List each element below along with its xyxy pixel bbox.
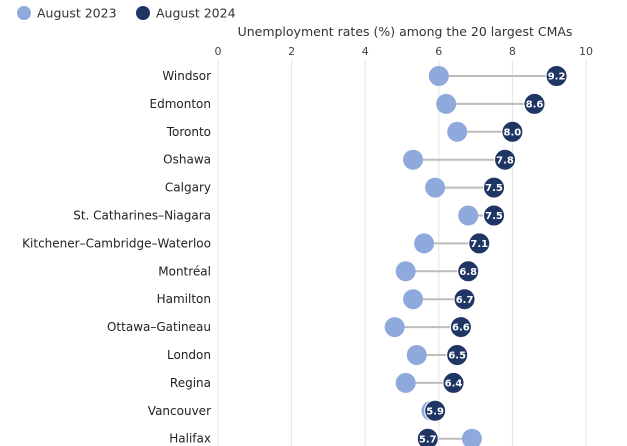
dot-2023[interactable] bbox=[406, 345, 427, 365]
value-label-2024: 6.5 bbox=[448, 351, 466, 362]
row: Montréal 6.8 bbox=[158, 260, 480, 283]
data-rows: Windsor 9.2 Edmonton 8.6 Toronto 8.0 Oshawa 7.8… bbox=[22, 65, 568, 446]
row: Ottawa–Gatineau 6.6 bbox=[107, 316, 472, 339]
value-label-2024: 7.5 bbox=[485, 211, 503, 222]
category-label: Kitchener–Cambridge–Waterloo bbox=[22, 236, 211, 250]
category-label: Vancouver bbox=[148, 404, 211, 418]
chart-title: Unemployment rates (%) among the 20 larg… bbox=[238, 24, 573, 39]
category-label: St. Catharines–Niagara bbox=[73, 209, 211, 223]
dot-2023[interactable] bbox=[414, 233, 435, 254]
x-tick-label: 4 bbox=[362, 45, 369, 58]
dot-2023[interactable] bbox=[428, 66, 449, 86]
dot-2023[interactable] bbox=[436, 93, 457, 114]
row: Regina 6.4 bbox=[170, 371, 465, 394]
dot-2023[interactable] bbox=[395, 372, 416, 393]
value-label-2024: 6.6 bbox=[452, 323, 470, 334]
category-label: Edmonton bbox=[150, 97, 212, 111]
dot-2024[interactable] bbox=[483, 176, 505, 199]
legend-label-2023: August 2023 bbox=[37, 6, 117, 21]
dot-2024[interactable] bbox=[424, 399, 447, 422]
category-label: Calgary bbox=[165, 181, 211, 195]
value-label-2024: 8.6 bbox=[526, 100, 544, 111]
value-label-2024: 5.7 bbox=[419, 434, 437, 445]
dot-2024[interactable] bbox=[453, 288, 476, 311]
value-label-2024: 7.1 bbox=[470, 239, 488, 250]
dot-2024[interactable] bbox=[416, 427, 439, 446]
x-axis-ticks: 0 2 4 6 8 10 bbox=[215, 45, 594, 58]
row: London 6.5 bbox=[167, 344, 469, 366]
category-label: Hamilton bbox=[157, 292, 211, 306]
dot-2023[interactable] bbox=[458, 205, 479, 226]
dot-2024[interactable] bbox=[523, 92, 546, 115]
row: Toronto 8.0 bbox=[166, 120, 524, 143]
x-tick-label: 6 bbox=[435, 45, 442, 58]
row: St. Catharines–Niagara 7.5 bbox=[73, 204, 505, 227]
value-label-2024: 7.5 bbox=[485, 183, 503, 194]
category-label: Regina bbox=[170, 376, 211, 390]
dot-2024[interactable] bbox=[457, 260, 480, 283]
category-label: Montréal bbox=[158, 264, 211, 278]
row: Edmonton 8.6 bbox=[150, 92, 546, 115]
category-label: Halifax bbox=[169, 432, 211, 446]
legend-marker-2023 bbox=[17, 6, 31, 20]
dot-2024[interactable] bbox=[494, 148, 517, 171]
value-label-2024: 8.0 bbox=[504, 127, 522, 138]
dot-2024[interactable] bbox=[501, 120, 524, 143]
category-label: Windsor bbox=[162, 69, 211, 83]
category-label: Ottawa–Gatineau bbox=[107, 320, 211, 334]
dot-2024[interactable] bbox=[545, 65, 568, 87]
dot-2024[interactable] bbox=[468, 232, 491, 255]
row: Kitchener–Cambridge–Waterloo 7.1 bbox=[22, 232, 491, 255]
dot-2024[interactable] bbox=[442, 371, 465, 394]
row: Hamilton 6.7 bbox=[157, 288, 476, 311]
value-label-2024: 7.8 bbox=[496, 155, 514, 166]
row: Oshawa 7.8 bbox=[163, 148, 517, 171]
dot-2023[interactable] bbox=[447, 121, 468, 142]
row: Halifax 5.7 bbox=[169, 427, 482, 446]
dot-2023[interactable] bbox=[461, 428, 482, 446]
value-label-2024: 6.4 bbox=[445, 379, 463, 390]
value-label-2024: 6.7 bbox=[456, 295, 474, 306]
row: Windsor 9.2 bbox=[162, 65, 568, 87]
category-label: Toronto bbox=[166, 125, 211, 139]
dot-2023[interactable] bbox=[403, 149, 424, 170]
dot-2023[interactable] bbox=[403, 289, 424, 310]
x-tick-label: 10 bbox=[579, 45, 593, 58]
dot-2023[interactable] bbox=[384, 317, 405, 338]
row: Vancouver 5.9 bbox=[148, 399, 447, 422]
legend-marker-2024 bbox=[136, 6, 150, 20]
dot-2024[interactable] bbox=[483, 204, 505, 227]
row: Calgary 7.5 bbox=[165, 176, 505, 199]
dot-2024[interactable] bbox=[449, 316, 472, 339]
category-label: London bbox=[167, 348, 211, 362]
legend: August 2023 August 2024 bbox=[17, 6, 236, 21]
x-tick-label: 2 bbox=[288, 45, 295, 58]
value-label-2024: 6.8 bbox=[459, 267, 477, 278]
dot-2024[interactable] bbox=[446, 344, 469, 366]
value-label-2024: 5.9 bbox=[426, 406, 444, 417]
x-tick-label: 0 bbox=[215, 45, 222, 58]
category-label: Oshawa bbox=[163, 153, 211, 167]
legend-label-2024: August 2024 bbox=[156, 6, 236, 21]
value-label-2024: 9.2 bbox=[548, 72, 566, 83]
x-tick-label: 8 bbox=[509, 45, 516, 58]
dot-2023[interactable] bbox=[395, 261, 416, 282]
dot-2023[interactable] bbox=[425, 177, 446, 198]
